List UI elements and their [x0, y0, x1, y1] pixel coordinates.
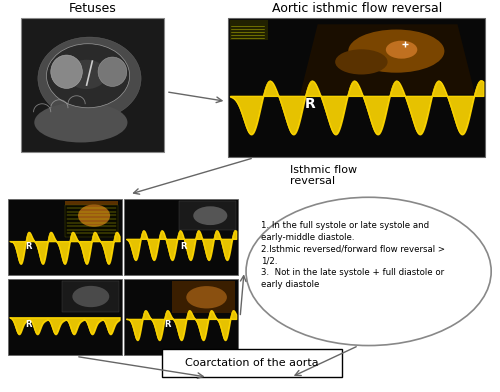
FancyArrowPatch shape [134, 158, 252, 194]
Text: R: R [305, 97, 316, 111]
Text: Coarctation of the aorta: Coarctation of the aorta [185, 358, 319, 368]
Bar [8, 199, 121, 275]
Ellipse shape [46, 44, 130, 108]
Text: Isthmic flow
reversal: Isthmic flow reversal [290, 165, 356, 186]
Ellipse shape [98, 57, 126, 86]
Ellipse shape [386, 41, 418, 59]
Bar [8, 279, 121, 356]
Bar [64, 205, 118, 237]
Ellipse shape [72, 286, 110, 307]
Bar [179, 201, 236, 230]
Polygon shape [300, 24, 475, 94]
Ellipse shape [335, 49, 388, 74]
FancyArrowPatch shape [240, 276, 246, 315]
Text: Aortic isthmic flow reversal: Aortic isthmic flow reversal [272, 2, 442, 15]
Ellipse shape [34, 102, 128, 142]
Bar [20, 18, 164, 152]
FancyArrowPatch shape [79, 357, 203, 378]
Text: Fetuses: Fetuses [68, 2, 116, 15]
FancyArrowPatch shape [295, 347, 356, 376]
Text: R: R [180, 242, 187, 251]
Ellipse shape [348, 29, 444, 73]
Bar [172, 281, 234, 313]
Text: R: R [25, 321, 32, 330]
Bar [230, 20, 268, 40]
Bar [64, 201, 118, 233]
Bar [124, 279, 238, 356]
Ellipse shape [246, 197, 491, 345]
Text: R: R [25, 242, 32, 251]
Ellipse shape [66, 60, 106, 89]
FancyBboxPatch shape [162, 350, 342, 377]
Bar [62, 281, 119, 312]
FancyArrowPatch shape [168, 92, 222, 103]
Text: R: R [164, 321, 171, 330]
Ellipse shape [51, 55, 82, 89]
Bar [124, 199, 238, 275]
Bar [228, 18, 485, 157]
Text: 1. In the full systole or late systole and
early-middle diastole.
2.Isthmic reve: 1. In the full systole or late systole a… [261, 221, 445, 289]
Ellipse shape [38, 37, 141, 120]
Ellipse shape [193, 206, 228, 225]
Ellipse shape [186, 286, 227, 309]
Ellipse shape [78, 204, 110, 227]
